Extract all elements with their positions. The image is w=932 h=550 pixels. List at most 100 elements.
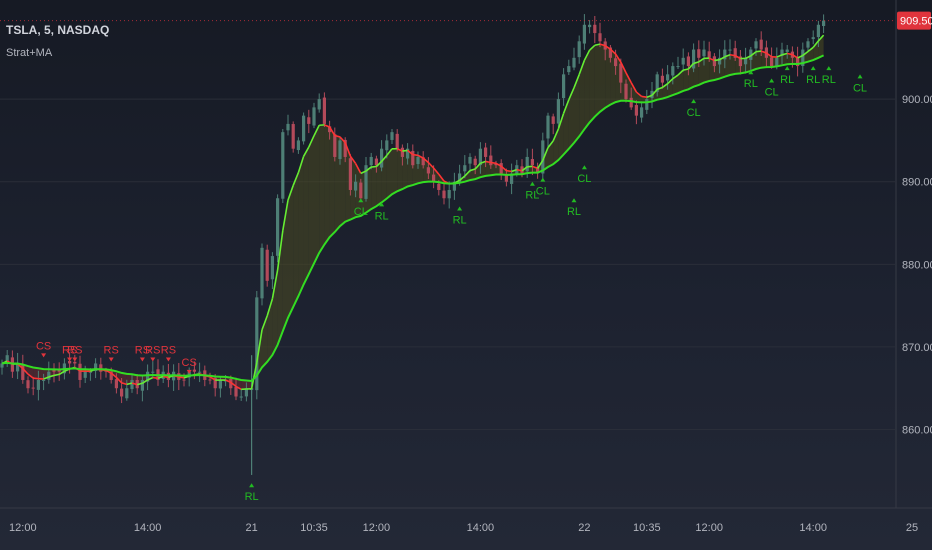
ma-fill-segment (704, 58, 710, 83)
indicator-label[interactable]: Strat+MA (6, 47, 53, 59)
fast-ma-segment (115, 376, 123, 384)
fast-ma-segment (630, 82, 638, 93)
candle-body (218, 379, 222, 389)
candle-body (42, 379, 46, 381)
signal-label: RS (135, 344, 150, 356)
candle-body (57, 370, 61, 372)
candle-body (416, 156, 420, 165)
fast-ma-segment (490, 161, 497, 165)
candle-body (686, 56, 690, 67)
fast-ma-segment (646, 94, 653, 98)
signal-label: CL (354, 206, 368, 218)
candle-body (99, 364, 103, 372)
slow-ma-line (1, 54, 825, 383)
time-tick-label: 12:00 (9, 522, 37, 534)
candle-body (645, 99, 649, 110)
ma-fill-segment (241, 379, 247, 390)
ma-fill-segment (730, 54, 736, 75)
fast-ma-segment (714, 58, 720, 62)
fast-ma-segment (511, 168, 518, 173)
candle-body (354, 181, 358, 191)
ma-fill-segment (584, 50, 590, 130)
fast-ma-segment (412, 153, 419, 157)
candle-body (712, 56, 716, 67)
candle-body (770, 57, 774, 67)
ma-fill-segment (298, 156, 304, 297)
candle-body (182, 379, 186, 381)
symbol-title[interactable]: TSLA, 5, NASDAQ (6, 23, 110, 37)
fast-ma-segment (698, 57, 705, 63)
candle-body (151, 371, 155, 373)
fast-ma-segment (33, 377, 39, 380)
candle-body (192, 369, 196, 372)
signal-arrow-up-icon (826, 66, 832, 71)
time-tick-label: 14:00 (134, 522, 162, 534)
fast-ma-segment (375, 160, 383, 168)
fast-ma-segment (209, 376, 216, 381)
fast-ma-segment (380, 154, 388, 162)
ma-fill-segment (355, 163, 361, 218)
fast-ma-segment (791, 53, 799, 59)
candle-body (369, 156, 373, 166)
last-price-label: 909.50 (900, 16, 932, 28)
fast-ma-segment (432, 167, 440, 175)
ma-fill-segment (574, 74, 580, 143)
fast-ma-segment (157, 375, 164, 380)
candle-body (16, 363, 20, 372)
signal-arrow-up-icon (769, 78, 775, 83)
candle-body (390, 132, 394, 140)
candle-body (681, 57, 685, 65)
candle-body (328, 126, 332, 133)
candle-body (572, 57, 576, 68)
ma-fill-segment (282, 200, 288, 332)
candle-body (458, 173, 462, 183)
fast-ma-segment (521, 166, 528, 172)
ma-fill-layer (2, 35, 824, 390)
signal-arrow-down-icon (150, 357, 156, 362)
candle-body (785, 49, 789, 52)
fast-ma-segment (324, 124, 330, 128)
fast-ma-segment (734, 54, 741, 60)
fast-ma-segment (48, 374, 55, 378)
candle-body (36, 379, 40, 390)
candle-body (239, 396, 243, 398)
signal-label: RL (822, 74, 836, 86)
ma-fill-segment (402, 150, 408, 190)
price-tick-label: 890.00 (902, 177, 932, 189)
ma-fill-segment (553, 128, 559, 165)
fast-ma-segment (417, 154, 424, 159)
ma-fill-segment (470, 169, 476, 181)
ma-fill-segment (38, 368, 44, 380)
ma-fill-segment (480, 161, 486, 178)
candle-body (723, 49, 727, 60)
ma-fill-segment (636, 92, 642, 103)
ma-fill-segment (548, 140, 554, 167)
fast-ma-segment (781, 52, 788, 56)
chart-grid (0, 98, 895, 431)
ma-fill-segment (371, 166, 377, 210)
signal-label: CL (853, 82, 867, 94)
candle-body (806, 41, 810, 48)
signal-arrow-down-icon (186, 369, 192, 374)
fast-ma-segment (349, 155, 357, 164)
fast-ma-segment (776, 54, 783, 58)
candle-body (208, 379, 212, 381)
ma-fill-segment (314, 125, 320, 264)
candle-body (291, 124, 295, 149)
fast-ma-segment (614, 53, 622, 63)
ma-fill-segment (558, 113, 564, 161)
fast-ma-segment (163, 375, 169, 379)
ma-fill-segment (246, 380, 252, 389)
candle-body (109, 371, 113, 380)
ma-fill-segment (813, 40, 819, 61)
fast-ma-segment (604, 45, 611, 50)
candle-body (504, 175, 508, 182)
fast-ma-segment (271, 269, 279, 299)
fast-ma-segment (609, 48, 617, 55)
fast-ma-segment (755, 50, 762, 53)
price-tick-label: 900.00 (902, 94, 932, 106)
ma-fill-segment (376, 161, 382, 207)
candle-body (666, 74, 670, 81)
candle-body (801, 49, 805, 66)
